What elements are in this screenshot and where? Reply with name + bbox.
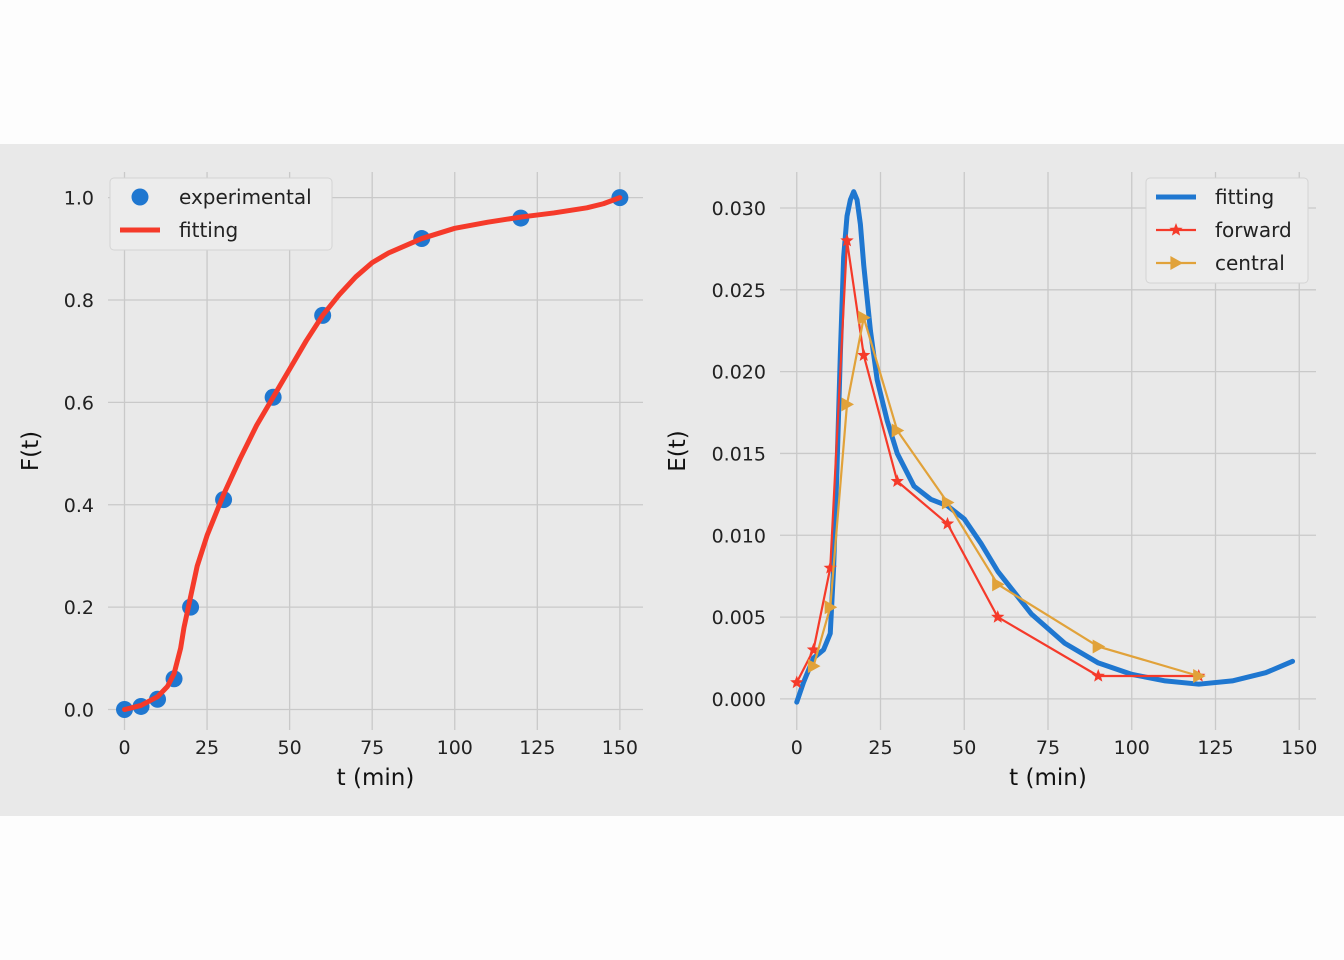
x-tick-label: 25 — [868, 737, 892, 759]
legend-label-forward: forward — [1215, 218, 1292, 242]
series-line-fitting — [122, 195, 623, 713]
data-point-forward — [806, 642, 821, 656]
legend-marker-central — [1170, 256, 1183, 270]
data-point-central — [858, 310, 871, 325]
x-tick-label: 25 — [195, 737, 219, 759]
y-axis-label: F(t) — [18, 431, 44, 471]
y-tick-label: 0.020 — [712, 362, 766, 384]
x-tick-label: 100 — [1114, 737, 1150, 759]
y-tick-label: 1.0 — [64, 188, 94, 210]
legend-label-experimental: experimental — [179, 185, 312, 209]
data-point-central — [992, 577, 1005, 592]
series-forward — [790, 233, 1206, 689]
data-point-central — [824, 600, 838, 615]
y-tick-label: 0.0 — [64, 700, 94, 722]
x-tick-label: 150 — [602, 737, 638, 759]
x-tick-label: 125 — [1197, 737, 1233, 759]
data-point-central — [941, 495, 955, 510]
legend-box — [1145, 177, 1309, 284]
series-central — [807, 310, 1206, 683]
x-tick-label: 100 — [437, 737, 473, 759]
figure-background — [0, 144, 1344, 816]
data-point-central — [1092, 639, 1106, 654]
legend-box — [109, 177, 333, 251]
data-point-central — [807, 659, 821, 674]
data-point-forward — [1091, 669, 1105, 682]
y-axis-label: E(t) — [665, 430, 691, 472]
series-line-forward — [795, 239, 1200, 684]
series-line-fitting — [794, 189, 1296, 705]
series-fitting — [794, 189, 1296, 705]
y-tick-label: 0.000 — [712, 689, 766, 711]
x-tick-label: 75 — [360, 737, 384, 759]
legend-label-central: central — [1215, 251, 1285, 275]
series-fitting — [122, 195, 623, 713]
x-tick-label: 0 — [118, 737, 130, 759]
data-point-forward — [890, 474, 904, 487]
legend-label-fitting: fitting — [179, 218, 238, 242]
x-tick-label: 50 — [278, 737, 302, 759]
x-axis-label: t (min) — [337, 765, 415, 791]
data-point-central — [891, 423, 905, 438]
chart-panel-cumulative: 0 25 50 75 100 125 150 0.0 0.2 0.4 0.6 0.8 1.0 t (min… — [18, 172, 643, 791]
data-point-forward — [991, 610, 1005, 623]
y-tick-label: 0.4 — [64, 495, 94, 517]
y-tick-label: 0.030 — [712, 198, 766, 220]
y-tick-label: 0.015 — [712, 443, 766, 465]
data-point-central — [841, 397, 854, 412]
x-tick-label: 125 — [519, 737, 555, 759]
data-point-forward — [857, 348, 871, 361]
x-tick-label: 0 — [791, 737, 803, 759]
legend-handle-experimental — [131, 188, 149, 206]
y-tick-label: 0.025 — [712, 280, 766, 302]
y-tick-label: 0.005 — [712, 607, 766, 629]
data-point-forward — [790, 675, 804, 689]
chart-panel-distribution: 0 25 50 75 100 125 150 0.000 0.005 0.010 0.015 0.02… — [665, 172, 1317, 791]
x-tick-label: 50 — [952, 737, 976, 759]
y-tick-label: 0.010 — [712, 525, 766, 547]
y-tick-label: 0.8 — [64, 290, 94, 312]
legend: fitting forward central — [1145, 177, 1309, 284]
x-tick-label: 150 — [1281, 737, 1317, 759]
data-point-forward — [940, 516, 955, 530]
x-tick-label: 75 — [1036, 737, 1060, 759]
data-point-forward — [840, 233, 854, 247]
data-point-forward — [823, 561, 837, 574]
y-tick-label: 0.6 — [64, 392, 94, 414]
x-axis-label: t (min) — [1009, 765, 1087, 791]
y-tick-label: 0.2 — [64, 597, 94, 619]
legend: experimental fitting — [109, 177, 333, 251]
data-point-central — [1193, 669, 1206, 683]
legend-marker-forward — [1169, 223, 1183, 236]
legend-label-fitting: fitting — [1215, 185, 1274, 209]
